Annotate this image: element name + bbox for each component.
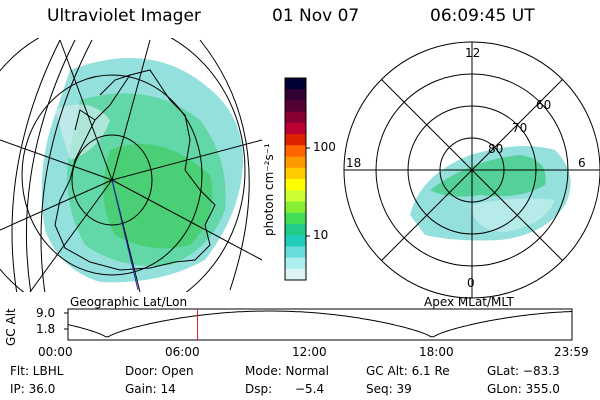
colorbar-swatch <box>285 78 306 90</box>
lat-label: 60 <box>536 98 552 112</box>
glon-info: GLon: 355.0 <box>487 382 560 396</box>
meridians <box>0 39 262 292</box>
gc-alt-info: GC Alt: 6.1 Re <box>366 364 450 378</box>
colorbar-swatch <box>285 167 306 180</box>
colorbar-swatch <box>285 122 306 135</box>
colorbar-swatch <box>285 223 306 236</box>
dsp-value: −5.4 <box>295 382 325 396</box>
colorbar-swatch <box>285 156 306 169</box>
orbit-altitude-curve <box>67 310 573 338</box>
timeline-y-tick: 9.0 <box>36 306 56 320</box>
colorbar-swatch <box>285 201 306 214</box>
timeline-x-tick: 06:00 <box>165 345 200 359</box>
filter-info: Flt: LBHL <box>10 364 64 378</box>
geographic-panel-label: Geographic Lat/Lon <box>70 295 188 309</box>
glat-info: GLat: −83.3 <box>487 364 560 378</box>
lat-ring <box>0 38 246 292</box>
time-label: 06:09:45 UT <box>430 6 535 26</box>
colorbar <box>285 78 306 281</box>
mlt-label-left: 18 <box>346 156 362 170</box>
colorbar-swatch <box>285 212 306 225</box>
lat-label: 70 <box>512 121 528 135</box>
colorbar-swatch <box>285 134 306 146</box>
colorbar-swatch <box>285 235 306 247</box>
coastline <box>54 69 216 271</box>
lat-ring <box>71 134 153 226</box>
instrument-title: Ultraviolet Imager <box>47 6 201 26</box>
colorbar-tick: 100 <box>313 140 336 154</box>
colorbar-swatch <box>285 257 306 270</box>
timeline-y-tick: 1.8 <box>36 322 56 336</box>
colorbar-swatch <box>285 100 306 113</box>
timeline-frame <box>67 308 573 341</box>
polar-grid <box>343 41 600 299</box>
polar-panel-label: Apex MLat/MLT <box>424 295 514 309</box>
colorbar-swatch <box>285 89 306 101</box>
mlt-label-right: 6 <box>578 156 586 170</box>
timeline-x-tick: 23:59 <box>554 345 589 359</box>
timeline-x-tick: 18:00 <box>419 345 454 359</box>
lat-ring <box>21 74 203 276</box>
colorbar-swatch <box>285 111 306 124</box>
dsp-label: Dsp: <box>245 382 273 396</box>
mode-info: Mode: Normal <box>245 364 329 378</box>
mlt-label-top: 12 <box>465 46 481 60</box>
date-label: 01 Nov 07 <box>272 6 360 26</box>
colorbar-swatch <box>285 145 306 158</box>
ip-info: IP: 36.0 <box>10 382 56 396</box>
colorbar-unit-label: photon cm⁻²s⁻¹ <box>262 143 276 236</box>
polar-emission <box>410 146 571 241</box>
seq-info: Seq: 39 <box>366 382 412 396</box>
timeline-x-tick: 12:00 <box>292 345 327 359</box>
timeline-axis-label: GC Alt <box>4 308 18 346</box>
timeline-x-tick: 00:00 <box>38 345 73 359</box>
colorbar-swatch <box>285 246 306 259</box>
colorbar-tick: 10 <box>313 228 329 242</box>
colorbar-swatch <box>285 268 306 281</box>
colorbar-swatch <box>285 179 306 191</box>
mlt-label-bottom: 0 <box>467 276 475 290</box>
lat-label: 80 <box>488 142 504 156</box>
gain-info: Gain: 14 <box>125 382 176 396</box>
colorbar-swatch <box>285 190 306 202</box>
geographic-map <box>0 38 262 292</box>
door-info: Door: Open <box>125 364 194 378</box>
